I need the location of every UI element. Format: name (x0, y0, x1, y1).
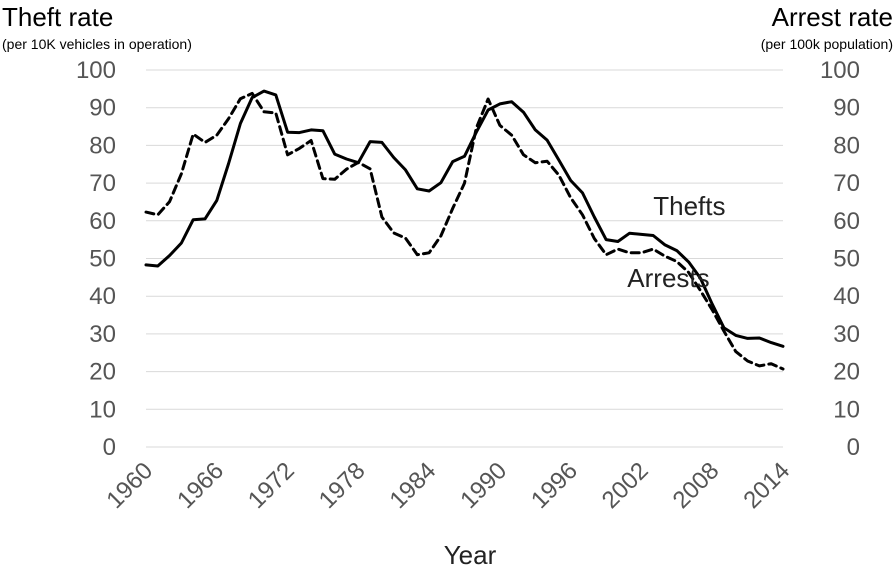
right-tick-label: 60 (833, 208, 860, 235)
series-layer (144, 89, 785, 371)
right-tick-label: 10 (833, 396, 860, 423)
x-tick-label: 2002 (597, 457, 654, 514)
series-label-arrests: Arrests (627, 263, 709, 293)
x-tick-label: 1960 (101, 457, 158, 514)
series-line-thefts (144, 89, 785, 348)
left-tick-label: 10 (89, 396, 116, 423)
left-tick-label: 30 (89, 321, 116, 348)
left-tick-label: 50 (89, 246, 116, 273)
left-axis-title: Theft rate (2, 2, 113, 32)
x-tick-label: 1984 (385, 457, 442, 514)
right-tick-label: 20 (833, 359, 860, 386)
right-tick-label: 80 (833, 132, 860, 159)
left-tick-label: 90 (89, 95, 116, 122)
right-tick-label: 50 (833, 246, 860, 273)
left-tick-label: 40 (89, 283, 116, 310)
right-axis-title: Arrest rate (772, 2, 893, 32)
left-tick-label: 20 (89, 359, 116, 386)
left-tick-label: 70 (89, 170, 116, 197)
right-y-axis: 0 10 20 30 40 50 60 70 80 90 100 (820, 57, 860, 461)
x-tick-label: 1996 (526, 457, 583, 514)
x-tick-label: 2008 (668, 457, 725, 514)
x-tick-label: 1990 (455, 457, 512, 514)
left-axis-subtitle: (per 10K vehicles in operation) (2, 36, 192, 52)
x-tick-label: 1978 (314, 457, 371, 514)
left-y-axis: 0 10 20 30 40 50 60 70 80 90 100 (76, 57, 116, 461)
left-tick-label: 80 (89, 132, 116, 159)
left-tick-label: 100 (76, 57, 116, 84)
x-axis: 1960 1966 1972 1978 1984 1990 1996 2002 2008 2014 (101, 457, 795, 514)
x-axis-title: Year (444, 540, 497, 568)
x-tick-label: 2014 (738, 457, 795, 514)
series-line-arrests (144, 91, 785, 371)
left-tick-label: 0 (103, 434, 116, 461)
x-tick-label: 1972 (243, 457, 300, 514)
right-tick-label: 100 (820, 57, 860, 84)
right-tick-label: 90 (833, 95, 860, 122)
right-tick-label: 40 (833, 283, 860, 310)
right-tick-label: 70 (833, 170, 860, 197)
series-label-thefts: Thefts (653, 191, 725, 221)
x-tick-label: 1966 (172, 457, 229, 514)
right-tick-label: 0 (847, 434, 860, 461)
gridlines (146, 69, 783, 448)
left-tick-label: 60 (89, 208, 116, 235)
annotations: Thefts Arrests (627, 191, 725, 293)
right-tick-label: 30 (833, 321, 860, 348)
right-axis-subtitle: (per 100k population) (761, 36, 893, 52)
